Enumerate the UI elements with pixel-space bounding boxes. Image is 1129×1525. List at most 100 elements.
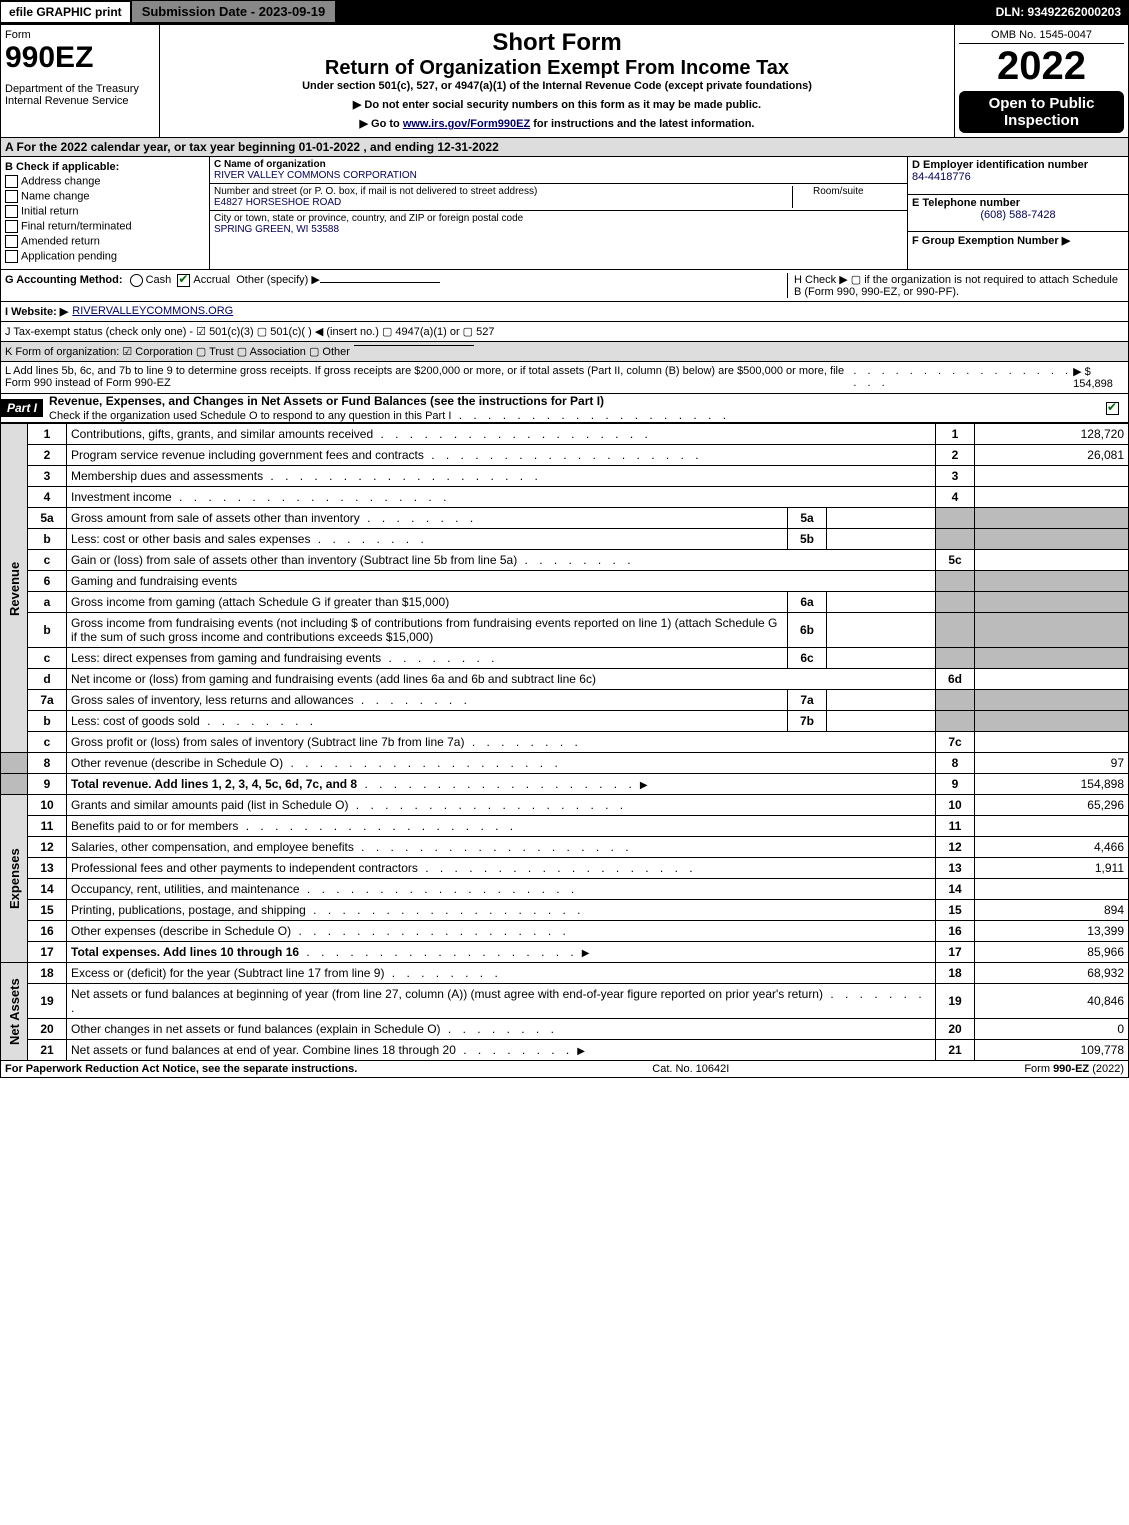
ein-label: D Employer identification number (912, 159, 1088, 171)
footer: For Paperwork Reduction Act Notice, see … (0, 1061, 1129, 1078)
revenue-side-label: Revenue (1, 424, 28, 753)
row-5b: b Less: cost or other basis and sales ex… (1, 529, 1129, 550)
lineno: 1 (28, 424, 67, 445)
numcol: 1 (936, 424, 975, 445)
form-ref: Form 990-EZ (2022) (1024, 1063, 1124, 1075)
city: SPRING GREEN, WI 53588 (214, 224, 523, 235)
other-input[interactable] (320, 282, 440, 283)
check-name-change[interactable]: Name change (5, 190, 205, 203)
cat-no: Cat. No. 10642I (652, 1063, 729, 1075)
check-initial-return[interactable]: Initial return (5, 205, 205, 218)
street: E4827 HORSESHOE ROAD (214, 197, 537, 208)
line-h: H Check ▶ ▢ if the organization is not r… (787, 273, 1124, 298)
arrow-icon (578, 945, 594, 959)
department: Department of the Treasury Internal Reve… (5, 83, 155, 107)
section-c: C Name of organization RIVER VALLEY COMM… (210, 157, 907, 269)
row-7c: c Gross profit or (loss) from sales of i… (1, 732, 1129, 753)
street-label: Number and street (or P. O. box, if mail… (214, 186, 537, 197)
radio-cash[interactable] (130, 274, 143, 287)
phone-label: E Telephone number (912, 197, 1020, 209)
row-9: 9 Total revenue. Add lines 1, 2, 3, 4, 5… (1, 774, 1129, 795)
tax-year: 2022 (959, 44, 1124, 89)
form-header-right: OMB No. 1545-0047 2022 Open to Public In… (955, 25, 1128, 137)
irs-link[interactable]: www.irs.gov/Form990EZ (403, 118, 530, 130)
check-amended-return[interactable]: Amended return (5, 235, 205, 248)
row-1: Revenue 1 Contributions, gifts, grants, … (1, 424, 1129, 445)
topbar: efile GRAPHIC print Submission Date - 20… (0, 0, 1129, 24)
goto-pre: ▶ Go to (360, 118, 403, 130)
row-11: 11 Benefits paid to or for members 11 (1, 816, 1129, 837)
dots-icon (451, 408, 730, 422)
netassets-side-label: Net Assets (1, 963, 28, 1061)
part1-check-note: Check if the organization used Schedule … (43, 410, 451, 422)
section-def: D Employer identification number 84-4418… (907, 157, 1128, 269)
row-20: 20 Other changes in net assets or fund b… (1, 1019, 1129, 1040)
form-title-short: Short Form (164, 29, 950, 57)
line-l-amount: ▶ $ 154,898 (1073, 365, 1124, 390)
form-subtitle: Under section 501(c), 527, or 4947(a)(1)… (164, 80, 950, 92)
phone-value: (608) 588-7428 (912, 209, 1124, 221)
row-15: 15 Printing, publications, postage, and … (1, 900, 1129, 921)
other-org-input[interactable] (354, 345, 474, 346)
row-13: 13 Professional fees and other payments … (1, 858, 1129, 879)
row-18: Net Assets 18 Excess or (deficit) for th… (1, 963, 1129, 984)
form-header-center: Short Form Return of Organization Exempt… (160, 25, 955, 137)
goto-note: ▶ Go to www.irs.gov/Form990EZ for instru… (164, 117, 950, 130)
section-b-header: B Check if applicable: (5, 161, 205, 173)
open-to-public: Open to Public Inspection (959, 91, 1124, 133)
ein-value: 84-4418776 (912, 171, 1124, 183)
row-7a: 7a Gross sales of inventory, less return… (1, 690, 1129, 711)
city-row: City or town, state or province, country… (210, 211, 907, 237)
row-2: 2 Program service revenue including gove… (1, 445, 1129, 466)
check-address-change[interactable]: Address change (5, 175, 205, 188)
org-name-label: C Name of organization (214, 159, 411, 170)
row-4: 4 Investment income 4 (1, 487, 1129, 508)
desc: Contributions, gifts, grants, and simila… (67, 424, 936, 445)
website-label: I Website: ▶ (5, 305, 68, 318)
row-6d: d Net income or (loss) from gaming and f… (1, 669, 1129, 690)
omb-number: OMB No. 1545-0047 (959, 29, 1124, 44)
cash-label: Cash (146, 274, 172, 286)
expenses-side-label: Expenses (1, 795, 28, 963)
check-accrual[interactable] (177, 274, 190, 287)
row-6: 6 Gaming and fundraising events (1, 571, 1129, 592)
line-g-label: G Accounting Method: (5, 274, 123, 286)
line-i: I Website: ▶ RIVERVALLEYCOMMONS.ORG (1, 302, 1128, 322)
group-exemption-label: F Group Exemption Number ▶ (912, 235, 1070, 247)
form-title-main: Return of Organization Exempt From Incom… (164, 57, 950, 80)
form-header-left: Form 990EZ Department of the Treasury In… (1, 25, 160, 137)
row-6b: b Gross income from fundraising events (… (1, 613, 1129, 648)
line-g-h: G Accounting Method: Cash Accrual Other … (1, 270, 1128, 302)
accrual-label: Accrual (193, 274, 230, 286)
dln: DLN: 93492262000203 (988, 2, 1129, 22)
row-14: 14 Occupancy, rent, utilities, and maint… (1, 879, 1129, 900)
part1-table: Revenue 1 Contributions, gifts, grants, … (0, 423, 1129, 1061)
check-application-pending[interactable]: Application pending (5, 250, 205, 263)
phone-row: E Telephone number (608) 588-7428 (908, 195, 1128, 233)
submission-date: Submission Date - 2023-09-19 (131, 0, 337, 23)
row-6c: c Less: direct expenses from gaming and … (1, 648, 1129, 669)
row-5c: c Gain or (loss) from sale of assets oth… (1, 550, 1129, 571)
org-name-row: C Name of organization RIVER VALLEY COMM… (210, 157, 907, 184)
line-j-text: J Tax-exempt status (check only one) - ☑… (5, 325, 494, 338)
dots-icon (853, 365, 1073, 389)
part1-label: Part I (1, 399, 43, 417)
check-final-return[interactable]: Final return/terminated (5, 220, 205, 233)
row-16: 16 Other expenses (describe in Schedule … (1, 921, 1129, 942)
row-10: Expenses 10 Grants and similar amounts p… (1, 795, 1129, 816)
ein-row: D Employer identification number 84-4418… (908, 157, 1128, 195)
row-17: 17 Total expenses. Add lines 10 through … (1, 942, 1129, 963)
lines-g-to-l: G Accounting Method: Cash Accrual Other … (0, 270, 1129, 394)
group-exemption-row: F Group Exemption Number ▶ (908, 232, 1128, 269)
part1-checkbox[interactable] (1106, 401, 1128, 415)
paperwork-notice: For Paperwork Reduction Act Notice, see … (5, 1063, 357, 1075)
line-k: K Form of organization: ☑ Corporation ▢ … (1, 342, 1128, 362)
line-a: A For the 2022 calendar year, or tax yea… (0, 138, 1129, 157)
part1-header: Part I Revenue, Expenses, and Changes in… (0, 394, 1129, 423)
row-3: 3 Membership dues and assessments 3 (1, 466, 1129, 487)
form-number: 990EZ (5, 41, 155, 75)
website-link[interactable]: RIVERVALLEYCOMMONS.ORG (72, 305, 233, 317)
room-suite-label: Room/suite (792, 186, 903, 208)
efile-print-button[interactable]: efile GRAPHIC print (0, 1, 131, 23)
city-label: City or town, state or province, country… (214, 213, 523, 224)
